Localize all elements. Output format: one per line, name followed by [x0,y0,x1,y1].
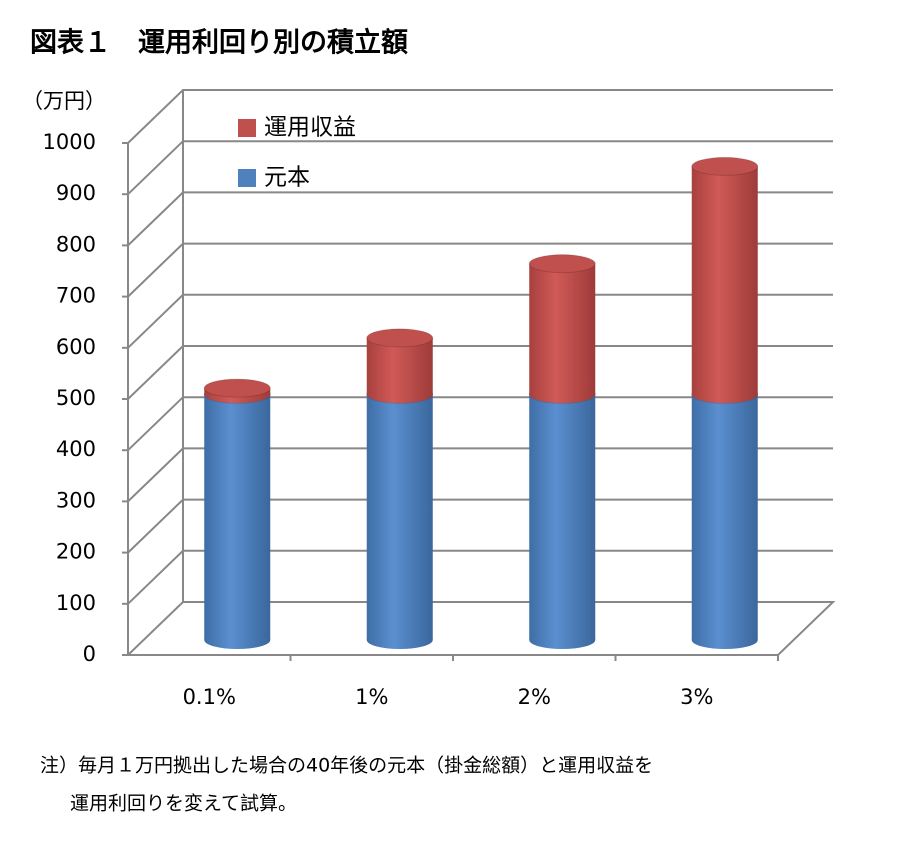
grid-line [127,140,833,195]
x-tick-label: 1% [355,685,388,709]
y-tick-label: 700 [56,284,96,308]
legend-label: 運用収益 [264,115,356,141]
grid-line [127,191,833,247]
legend-swatch [238,169,256,187]
x-tick-label: 3% [680,685,713,709]
grid-line [127,293,833,349]
y-tick-label: 600 [56,335,96,359]
y-tick-label: 100 [56,591,96,615]
bar [204,394,271,640]
y-tick-label: 900 [56,181,96,205]
x-tick-label: 2% [518,685,551,709]
y-tick-label: 300 [56,488,96,512]
grid-line [127,549,833,605]
y-tick-label: 800 [56,232,96,256]
bar [529,263,596,395]
y-tick-label: 0 [83,642,96,666]
x-tick-label: 0.1% [183,685,236,709]
legend-swatch [238,119,256,137]
chart-title: 図表１ 運用利回り別の積立額 [30,27,408,59]
y-axis-label: （万円） [22,89,106,113]
y-tick-label: 200 [56,540,96,564]
grid-line [127,601,833,656]
note: 注）毎月１万円拠出した場合の40年後の元本（掛金総額）と運用収益を [40,755,653,777]
cylinder-top [366,328,434,348]
grid-line [127,89,833,144]
cylinder-top [203,378,271,398]
y-tick-label: 500 [56,386,96,410]
y-tick-label: 400 [56,437,96,461]
legend-label: 元本 [264,165,310,191]
grid-line [127,498,833,554]
bar [366,337,433,395]
bar [691,166,758,395]
bar [691,394,758,640]
grid-line [127,447,833,503]
grid-line [127,396,833,451]
cylinder-top [691,156,759,176]
cylinder-top [528,254,596,274]
grid-line [127,242,833,298]
grid-line [127,345,833,400]
y-tick-label: 1000 [43,130,96,154]
note: 運用利回りを変えて試算。 [70,793,297,815]
bar [529,394,596,640]
bar [366,394,433,640]
